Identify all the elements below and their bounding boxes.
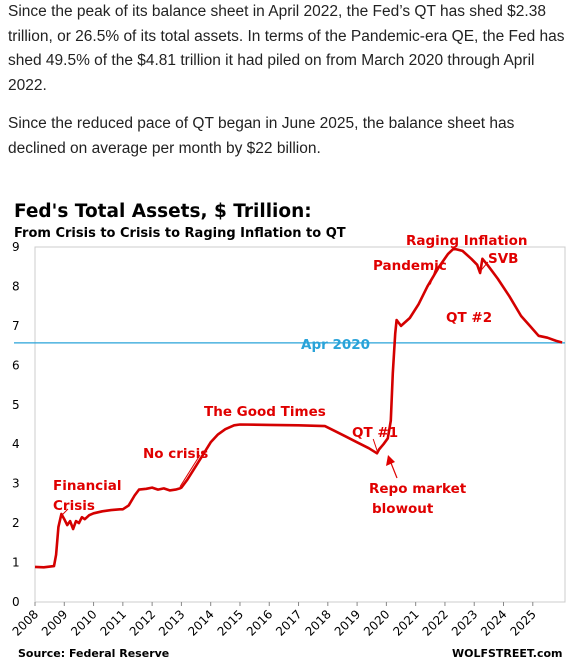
chart-subtitle: From Crisis to Crisis to Raging Inflatio… [14, 226, 346, 241]
annotation-label: Raging Inflation [406, 233, 528, 249]
y-tick-label: 0 [12, 595, 20, 609]
y-tick-label: 6 [12, 358, 20, 372]
x-tick-label: 2023 [449, 607, 480, 638]
x-tick-label: 2025 [507, 607, 538, 638]
x-tick-label: 2018 [302, 607, 333, 638]
y-tick-label: 5 [12, 398, 20, 412]
annotation-label: Crisis [53, 498, 95, 514]
y-tick-label: 8 [12, 279, 20, 293]
x-tick-label: 2021 [390, 607, 421, 638]
x-tick-label: 2017 [273, 607, 304, 638]
x-tick-label: 2016 [244, 607, 275, 638]
annotation-pointer [179, 454, 201, 488]
annotation-label: SVB [488, 251, 518, 267]
article-text: Since the peak of its balance sheet in A… [8, 0, 572, 175]
annotation-label: blowout [372, 501, 434, 517]
annotation-pointer [479, 261, 489, 272]
y-tick-label: 2 [12, 516, 20, 530]
annotation-pointer [429, 263, 438, 285]
x-tick-label: 2015 [215, 607, 246, 638]
repo-arrow-head [386, 455, 395, 466]
article-paragraph: Since the peak of its balance sheet in A… [8, 3, 565, 94]
x-tick-label: 2013 [156, 607, 187, 638]
x-tick-label: 2012 [127, 607, 158, 638]
annotation-label: No crisis [143, 446, 208, 462]
y-tick-label: 7 [12, 319, 20, 333]
plot-area: 0123456789200820092010201120122013201420… [10, 233, 566, 639]
x-tick-label: 2010 [68, 607, 99, 638]
x-tick-label: 2020 [361, 607, 392, 638]
annotation-label: Repo market [369, 481, 467, 497]
source-note: Source: Federal Reserve [18, 647, 169, 660]
assets-line [34, 247, 563, 569]
x-tick-label: 2011 [97, 607, 128, 638]
x-tick-label: 2022 [420, 607, 451, 638]
y-tick-label: 1 [12, 556, 20, 570]
y-tick-label: 3 [12, 477, 20, 491]
x-tick-label: 2008 [10, 607, 41, 638]
article-paragraph: Since the reduced pace of QT began in Ju… [8, 115, 515, 157]
x-tick-label: 2014 [185, 607, 216, 638]
plot-frame [34, 246, 566, 603]
x-tick-label: 2024 [478, 607, 509, 638]
chart-title: Fed's Total Assets, $ Trillion: [14, 201, 312, 222]
watermark: WOLFSTREET.com [452, 647, 562, 660]
annotation-label: Financial [53, 478, 122, 494]
annotation-label: The Good Times [204, 404, 326, 420]
annotation-pointer [372, 438, 379, 453]
x-tick-label: 2019 [332, 607, 363, 638]
annotation-label: QT #1 [352, 425, 398, 441]
annotation-label: Pandemic [373, 258, 447, 274]
x-tick-label: 2009 [39, 607, 70, 638]
y-tick-label: 4 [12, 437, 20, 451]
repo-arrow [390, 462, 398, 479]
annotation-pointer [59, 508, 69, 518]
annotation-label: QT #2 [446, 310, 492, 326]
fed-assets-chart: Fed's Total Assets, $ Trillion: From Cri… [10, 201, 566, 660]
y-tick-label: 9 [12, 240, 20, 254]
reference-line-label: Apr 2020 [301, 337, 370, 353]
